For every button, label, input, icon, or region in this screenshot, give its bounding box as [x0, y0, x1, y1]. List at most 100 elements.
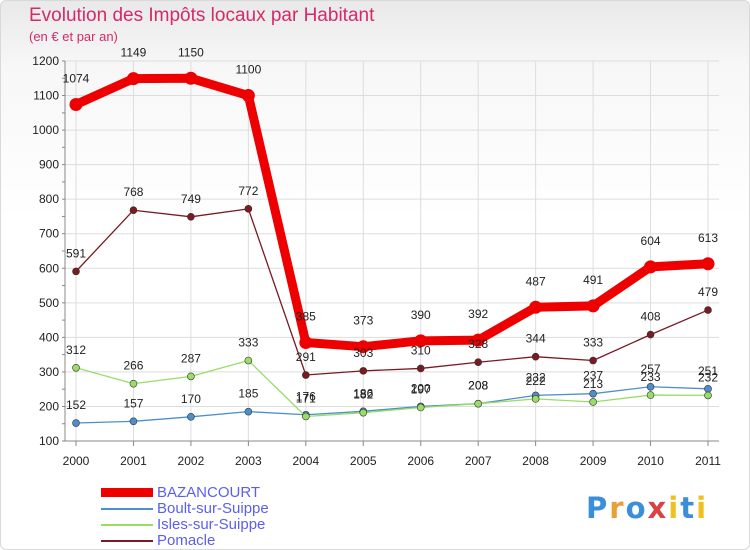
data-point [244, 205, 253, 213]
series-line-pomacle [75, 208, 709, 376]
data-point [646, 391, 655, 399]
data-label: 613 [698, 231, 718, 245]
data-label: 749 [181, 192, 201, 206]
x-tick-label: 2006 [407, 454, 434, 468]
data-point [129, 417, 138, 426]
data-label: 312 [66, 343, 86, 357]
data-point [69, 98, 83, 112]
data-point [187, 213, 195, 221]
data-point [644, 260, 658, 274]
data-point [129, 206, 138, 215]
data-point [187, 413, 195, 421]
data-point [359, 367, 368, 375]
data-label: 385 [296, 310, 316, 324]
data-point [416, 403, 425, 412]
data-point [129, 379, 138, 388]
data-point [646, 382, 655, 391]
logo-letter: o [625, 491, 648, 525]
data-point [302, 412, 310, 421]
data-label: 1149 [121, 46, 147, 60]
data-point [356, 340, 370, 354]
y-tick-label: 300 [39, 365, 59, 379]
data-label: 208 [468, 379, 488, 393]
data-label: 233 [641, 370, 661, 384]
x-tick-label: 2005 [350, 454, 377, 468]
data-label: 390 [411, 308, 431, 322]
data-point [72, 267, 80, 276]
data-point [416, 364, 425, 373]
data-label: 266 [123, 359, 143, 373]
data-label: 237 [583, 369, 603, 383]
data-point [299, 336, 313, 350]
data-point [244, 356, 253, 365]
data-point [589, 398, 597, 406]
data-point [244, 407, 253, 416]
data-point [72, 363, 80, 372]
y-tick-label: 800 [39, 192, 59, 206]
data-label: 604 [641, 234, 661, 248]
data-label: 333 [583, 336, 603, 350]
x-tick-label: 2010 [637, 454, 664, 468]
data-label: 232 [526, 370, 546, 384]
logo-letter: P [586, 491, 610, 525]
y-tick-label: 700 [39, 227, 59, 241]
logo-letter: t [680, 491, 697, 525]
data-label: 310 [411, 343, 431, 357]
data-point [471, 333, 485, 347]
data-point [72, 419, 80, 427]
data-label: 152 [66, 398, 86, 412]
x-tick-label: 2000 [63, 454, 90, 468]
x-tick-label: 2009 [580, 454, 607, 468]
data-point [646, 330, 655, 339]
logo-letter: i [696, 491, 709, 525]
x-tick-label: 2002 [178, 454, 205, 468]
data-point [589, 389, 597, 398]
data-label: 185 [238, 387, 258, 401]
legend-label: Isles-sur-Suippe [157, 516, 266, 533]
data-point [701, 257, 715, 271]
series-line-bazancourt [74, 73, 709, 352]
data-label: 1074 [63, 72, 90, 86]
data-label: 328 [468, 337, 488, 351]
y-tick-label: 500 [39, 296, 59, 310]
data-label: 392 [468, 307, 488, 321]
data-point [187, 372, 195, 381]
data-label: 257 [641, 362, 661, 376]
data-label: 213 [583, 377, 603, 391]
data-label: 344 [526, 332, 546, 346]
logo-letter: r [609, 491, 626, 525]
data-label: 157 [123, 396, 143, 410]
x-tick-label: 2004 [292, 454, 319, 468]
data-point [704, 385, 712, 393]
legend-swatch [101, 508, 153, 510]
data-point [126, 72, 140, 86]
data-point [589, 356, 597, 365]
legend-swatch [101, 524, 153, 526]
logo-letter: x [647, 491, 669, 525]
data-point [414, 334, 428, 348]
y-tick-label: 1200 [32, 54, 59, 68]
data-label: 408 [641, 310, 661, 324]
data-point [704, 391, 712, 400]
legend-label: Pomacle [157, 532, 216, 549]
data-point [586, 299, 600, 313]
x-tick-label: 2007 [465, 454, 492, 468]
data-label: 333 [238, 336, 258, 350]
x-tick-label: 2001 [120, 454, 147, 468]
proxiti-logo: Proxiti [586, 491, 708, 525]
data-label: 591 [66, 246, 86, 260]
x-tick-label: 2003 [235, 454, 262, 468]
data-point [531, 395, 540, 403]
data-label: 479 [698, 285, 718, 299]
data-label: 1100 [235, 63, 261, 77]
y-tick-label: 600 [39, 261, 59, 275]
data-label: 487 [526, 274, 546, 288]
data-point [474, 358, 482, 367]
x-tick-label: 2011 [695, 454, 721, 468]
data-point [704, 306, 712, 314]
data-label: 200 [411, 381, 431, 395]
data-point [241, 89, 255, 103]
y-tick-label: 900 [39, 158, 59, 172]
data-label: 1150 [178, 45, 204, 59]
